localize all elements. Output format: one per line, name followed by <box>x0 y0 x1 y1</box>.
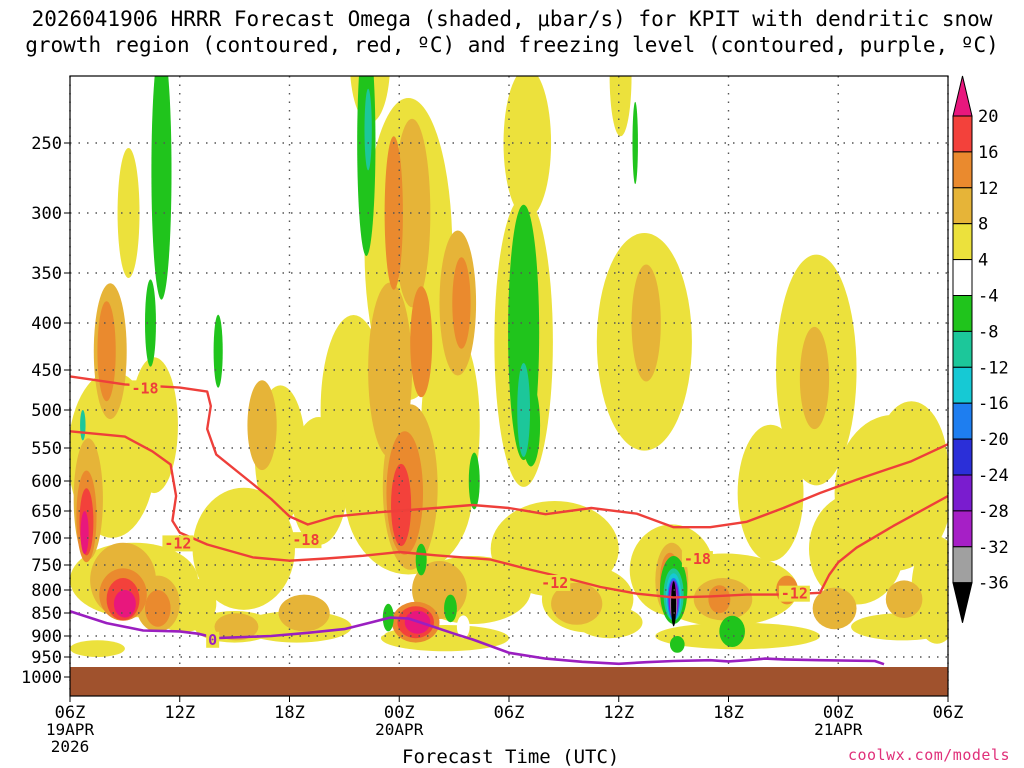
colorbar-label: -4 <box>978 287 998 307</box>
y-tick-label: 700 <box>31 529 62 549</box>
colorbar: 20 16 12 8 4 -4 -8 -12 -16 -20 -24 -28 -32 -36 <box>952 75 1009 623</box>
omega-shading <box>70 76 948 657</box>
colorbar-label: 4 <box>978 251 988 271</box>
colorbar-swatch <box>952 510 973 548</box>
contour-label: -12 <box>164 534 191 552</box>
colorbar-label: 8 <box>978 215 988 235</box>
colorbar-label: -16 <box>978 394 1009 414</box>
y-tick-label: 550 <box>31 439 62 459</box>
y-tick-label: 650 <box>31 502 62 522</box>
x-year-label: 2026 <box>51 737 90 756</box>
y-tick-label: 950 <box>31 648 62 668</box>
contour-label: -12 <box>541 574 568 592</box>
colorbar-swatch <box>952 223 973 261</box>
colorbar-label: -32 <box>978 538 1009 558</box>
colorbar-swatch <box>952 438 973 476</box>
y-tick-label: 800 <box>31 581 62 601</box>
y-tick-label: 750 <box>31 556 62 576</box>
contour-label: -18 <box>684 550 711 568</box>
x-tick-label: 12Z <box>164 703 195 723</box>
x-date-label: 19APR <box>46 720 95 739</box>
colorbar-top-arrow <box>952 75 973 117</box>
dgz-minus12-contour <box>70 430 948 599</box>
colorbar-bottom-arrow <box>952 582 973 623</box>
x-tick-label: 00Z <box>384 703 415 723</box>
ground-fill <box>70 667 948 696</box>
x-date-label: 21APR <box>814 720 863 739</box>
colorbar-label: 20 <box>978 107 998 127</box>
y-tick-label: 850 <box>31 604 62 624</box>
y-tick-label: 500 <box>31 401 62 421</box>
x-date-label: 20APR <box>375 720 424 739</box>
x-tick-label: 00Z <box>823 703 854 723</box>
colorbar-swatch <box>952 546 973 584</box>
colorbar-label: -28 <box>978 502 1009 522</box>
colorbar-swatch <box>952 474 973 512</box>
y-tick-label: 600 <box>31 472 62 492</box>
contour-label: -18 <box>131 379 158 397</box>
colorbar-label: -12 <box>978 358 1009 378</box>
colorbar-swatch <box>952 366 973 404</box>
colorbar-swatch <box>952 402 973 440</box>
colorbar-swatch <box>952 259 973 297</box>
y-axis: 250 300 350 400 450 500 550 600 650 700 750 800 850 9… <box>21 134 70 688</box>
x-tick-label: 18Z <box>274 703 305 723</box>
colorbar-label: 12 <box>978 179 998 199</box>
contour-lines: -18 -12 -18 -12 -18 -12 0 <box>70 375 948 666</box>
colorbar-swatch <box>952 187 973 225</box>
colorbar-label: -20 <box>978 430 1009 450</box>
colorbar-label: -8 <box>978 322 998 342</box>
y-tick-label: 250 <box>31 134 62 154</box>
y-tick-label: 450 <box>31 361 62 381</box>
y-tick-label: 900 <box>31 627 62 647</box>
colorbar-swatch <box>952 115 973 153</box>
y-tick-label: 350 <box>31 264 62 284</box>
colorbar-label: -36 <box>978 574 1009 594</box>
omega-min-core <box>671 581 677 627</box>
x-tick-label: 06Z <box>933 703 964 723</box>
x-tick-label: 18Z <box>713 703 744 723</box>
colorbar-swatch <box>952 330 973 368</box>
y-tick-label: 1000 <box>21 668 62 688</box>
colorbar-label: 16 <box>978 143 998 163</box>
y-tick-label: 400 <box>31 314 62 334</box>
colorbar-label: -24 <box>978 466 1009 486</box>
credit-link[interactable]: coolwx.com/models <box>847 746 1010 764</box>
contour-label: -18 <box>292 531 319 549</box>
contour-label: -12 <box>781 585 808 603</box>
x-tick-label: 06Z <box>494 703 525 723</box>
chart-title: 2026041906 HRRR Forecast Omega (shaded, … <box>25 7 999 57</box>
x-axis-title: Forecast Time (UTC) <box>402 746 620 768</box>
x-tick-label: 12Z <box>603 703 634 723</box>
contour-label: 0 <box>208 631 217 649</box>
x-tick-label: 06Z <box>55 703 86 723</box>
dgz-minus18-contour <box>70 375 948 529</box>
colorbar-swatch <box>952 151 973 189</box>
y-tick-label: 300 <box>31 204 62 224</box>
colorbar-swatch <box>952 295 973 332</box>
